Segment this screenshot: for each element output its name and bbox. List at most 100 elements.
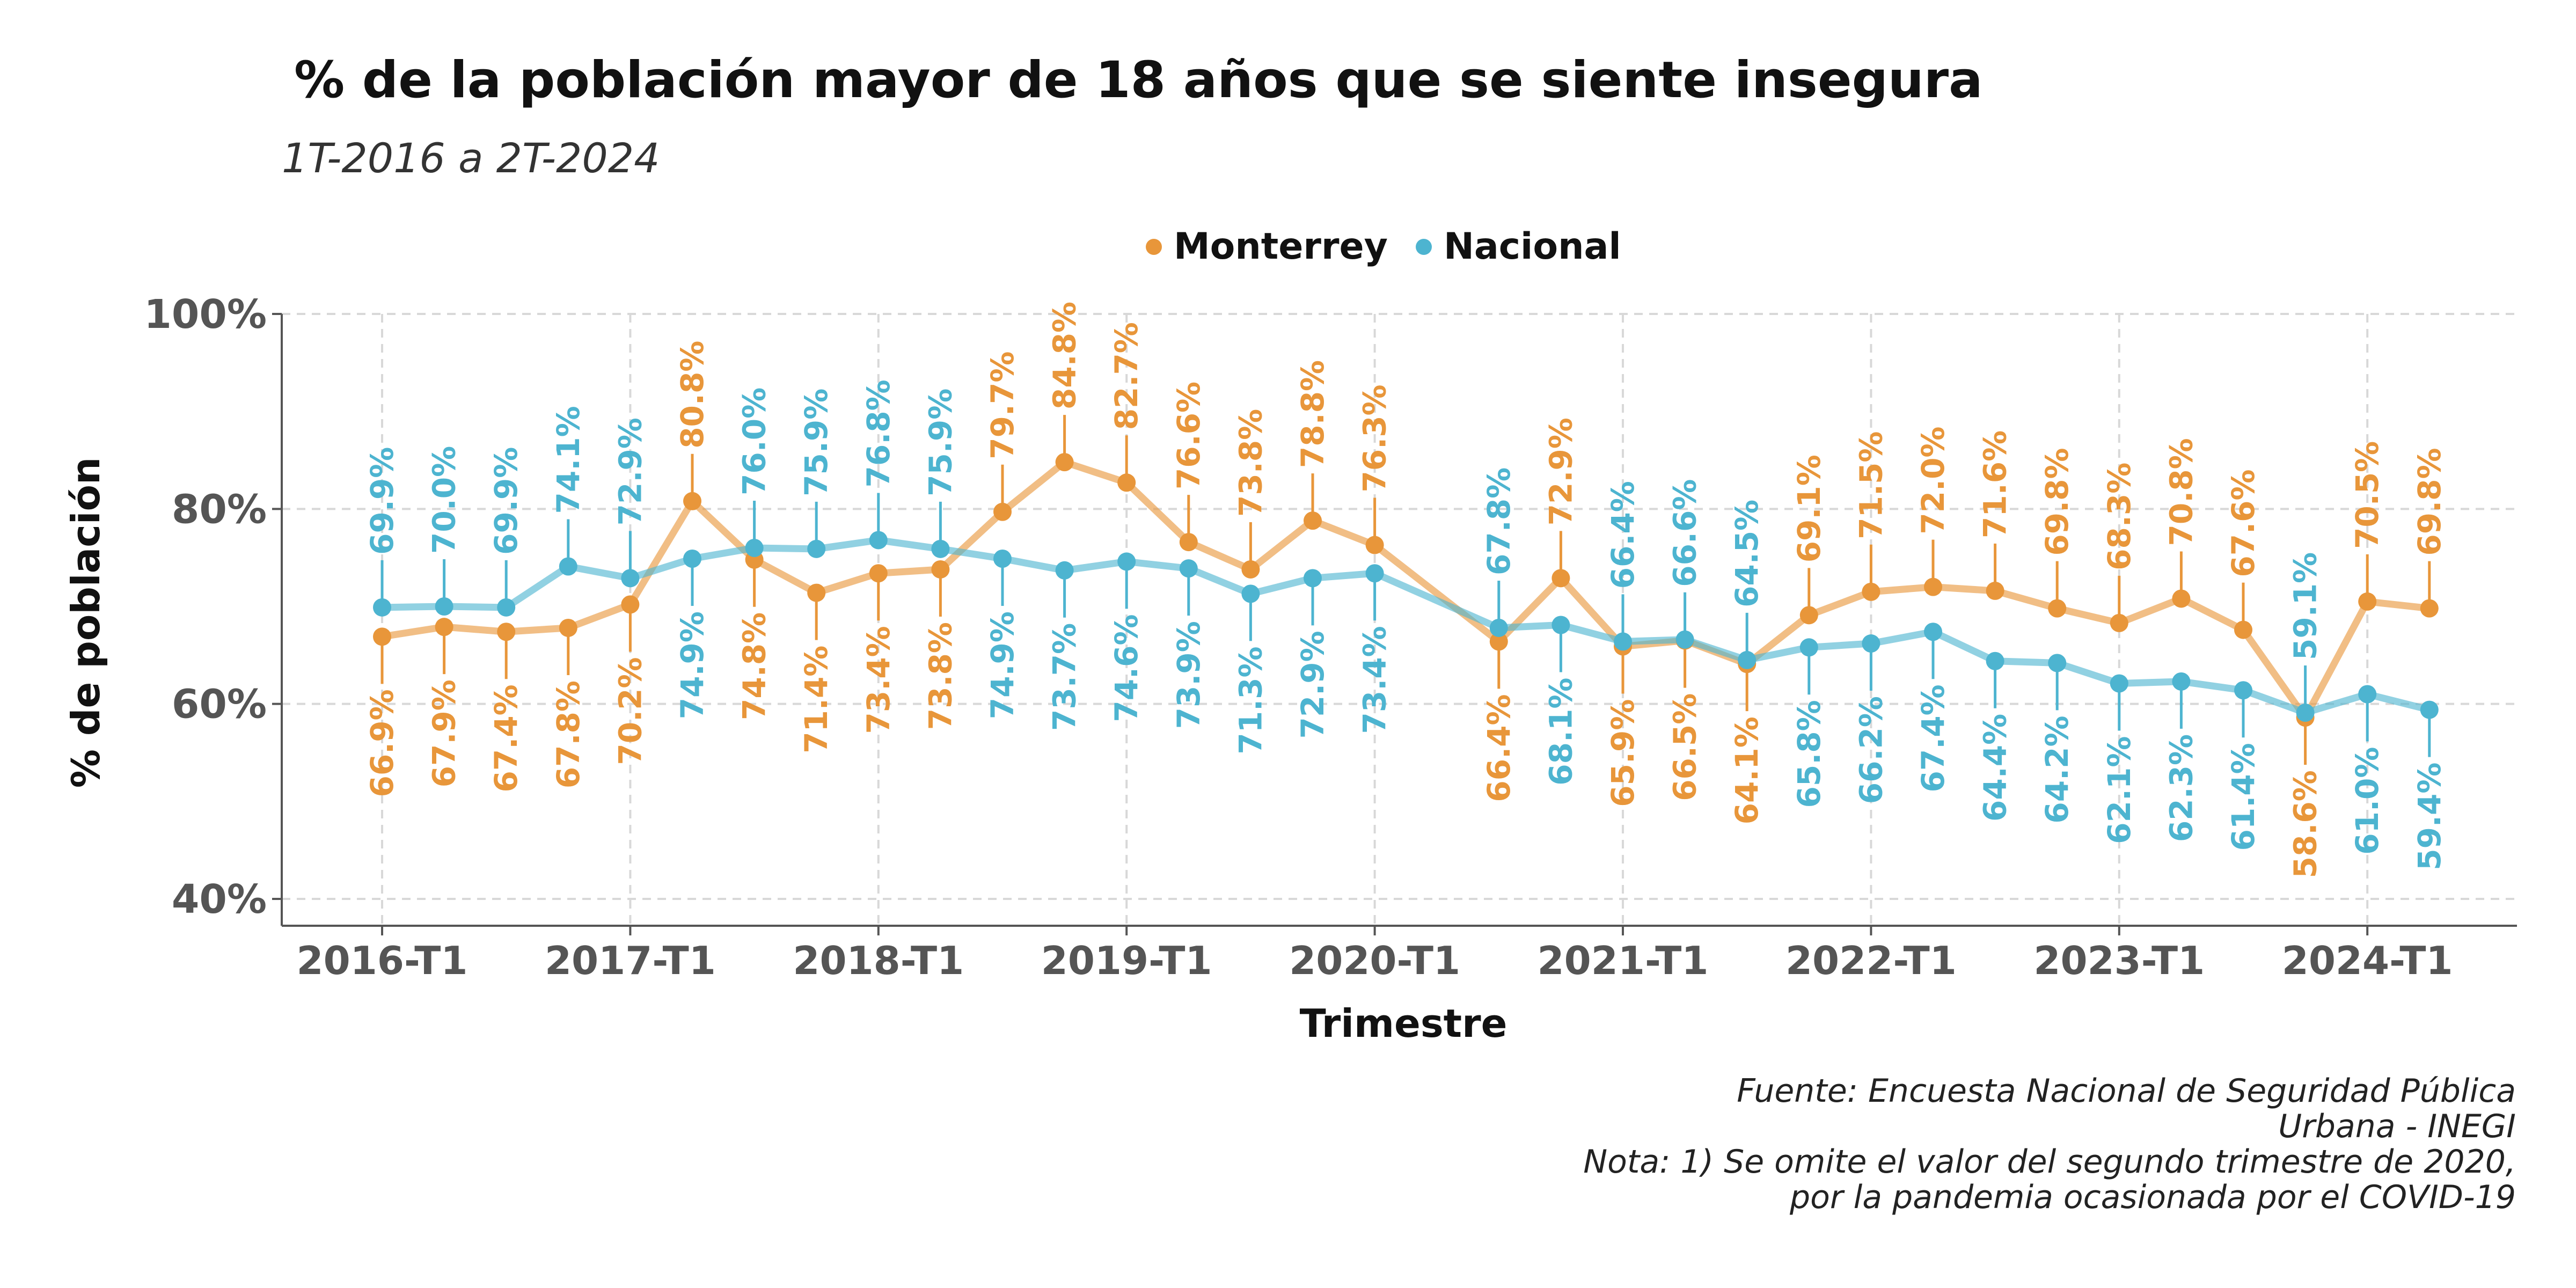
data-point-nacional bbox=[373, 598, 391, 617]
legend: Monterrey Nacional bbox=[1146, 225, 1649, 268]
x-tick-label: 2021-T1 bbox=[1538, 938, 1709, 983]
data-label-monterrey: 64.1% bbox=[1729, 716, 1765, 824]
data-point-monterrey bbox=[1055, 453, 1074, 472]
data-label-monterrey: 69.8% bbox=[2039, 448, 2075, 555]
data-label-nacional: 74.9% bbox=[984, 611, 1021, 719]
data-label-nacional: 74.6% bbox=[1108, 614, 1145, 722]
data-point-nacional bbox=[1117, 552, 1136, 571]
data-label-monterrey: 67.4% bbox=[488, 684, 524, 792]
data-point-nacional bbox=[2420, 700, 2439, 719]
data-point-monterrey bbox=[1986, 581, 2004, 600]
data-label-monterrey: 73.8% bbox=[922, 622, 958, 730]
data-point-monterrey bbox=[1862, 582, 1880, 601]
data-point-monterrey bbox=[1179, 533, 1198, 552]
data-label-nacional: 62.3% bbox=[2163, 734, 2199, 842]
data-point-nacional bbox=[2358, 685, 2377, 704]
data-label-nacional: 70.0% bbox=[426, 446, 463, 554]
data-point-monterrey bbox=[683, 492, 701, 510]
x-tick-label: 2018-T1 bbox=[793, 938, 964, 983]
data-point-monterrey bbox=[1304, 511, 1322, 530]
data-label-nacional: 72.9% bbox=[612, 418, 648, 525]
data-label-monterrey: 70.8% bbox=[2163, 438, 2199, 546]
data-point-monterrey bbox=[1924, 577, 1942, 596]
data-label-nacional: 66.4% bbox=[1605, 481, 1641, 589]
data-label-nacional: 75.9% bbox=[798, 389, 835, 496]
data-label-nacional: 73.7% bbox=[1046, 623, 1083, 731]
data-label-nacional: 59.4% bbox=[2411, 763, 2448, 870]
legend-label-monterrey: Monterrey bbox=[1174, 225, 1388, 268]
x-tick-label: 2016-T1 bbox=[297, 938, 468, 983]
x-tick-label: 2023-T1 bbox=[2033, 938, 2205, 983]
note-line-1: Nota: 1) Se omite el valor del segundo t… bbox=[1583, 1143, 2516, 1181]
data-point-monterrey bbox=[1489, 632, 1508, 651]
data-label-nacional: 76.0% bbox=[736, 387, 773, 495]
y-tick-label: 80% bbox=[172, 486, 267, 532]
data-label-monterrey: 68.3% bbox=[2101, 463, 2138, 570]
data-label-nacional: 71.3% bbox=[1232, 646, 1269, 754]
data-label-nacional: 64.2% bbox=[2039, 715, 2075, 823]
x-tick-label: 2020-T1 bbox=[1289, 938, 1460, 983]
legend-marker-nacional bbox=[1415, 238, 1432, 255]
data-point-nacional bbox=[2110, 674, 2128, 693]
data-point-nacional bbox=[1179, 559, 1198, 578]
data-point-nacional bbox=[993, 549, 1012, 568]
data-label-nacional: 75.9% bbox=[922, 389, 958, 496]
data-point-monterrey bbox=[993, 502, 1012, 521]
data-point-nacional bbox=[1365, 564, 1384, 583]
data-label-monterrey: 71.5% bbox=[1853, 431, 1889, 539]
data-label-nacional: 68.1% bbox=[1542, 678, 1579, 786]
data-point-monterrey bbox=[2172, 589, 2191, 608]
data-point-monterrey bbox=[1365, 536, 1384, 554]
note-line-2: por la pandemia ocasionada por el COVID-… bbox=[1790, 1179, 2516, 1216]
data-point-nacional bbox=[869, 531, 888, 550]
data-label-monterrey: 67.8% bbox=[550, 680, 587, 788]
data-label-nacional: 73.4% bbox=[1357, 626, 1393, 734]
data-label-monterrey: 71.4% bbox=[798, 646, 835, 753]
legend-marker-monterrey bbox=[1146, 238, 1162, 255]
data-label-monterrey: 69.1% bbox=[1791, 455, 1827, 562]
x-tick-label: 2019-T1 bbox=[1041, 938, 1212, 983]
data-point-nacional bbox=[1489, 618, 1508, 637]
source-line-1: Fuente: Encuesta Nacional de Seguridad P… bbox=[1737, 1072, 2516, 1110]
data-point-nacional bbox=[931, 539, 950, 558]
x-axis-title: Trimestre bbox=[1299, 1001, 1507, 1046]
data-point-monterrey bbox=[1552, 569, 1570, 588]
data-point-nacional bbox=[1241, 584, 1260, 603]
chart-title: % de la población mayor de 18 años que s… bbox=[294, 51, 1983, 109]
data-label-nacional: 64.4% bbox=[1977, 714, 2014, 822]
data-point-nacional bbox=[1862, 634, 1880, 653]
data-point-monterrey bbox=[869, 564, 888, 583]
data-point-monterrey bbox=[1799, 606, 1818, 625]
data-label-nacional: 61.4% bbox=[2225, 743, 2262, 851]
data-label-monterrey: 70.2% bbox=[612, 657, 648, 765]
data-label-monterrey: 73.8% bbox=[1232, 409, 1269, 517]
data-label-nacional: 74.9% bbox=[674, 611, 711, 719]
data-point-nacional bbox=[559, 557, 577, 576]
data-label-monterrey: 65.9% bbox=[1605, 699, 1641, 807]
data-label-nacional: 66.2% bbox=[1853, 696, 1889, 804]
data-point-nacional bbox=[1055, 561, 1074, 580]
source-line-2: Urbana - INEGI bbox=[2278, 1108, 2516, 1145]
data-point-monterrey bbox=[2358, 592, 2377, 611]
data-point-monterrey bbox=[1117, 473, 1136, 492]
data-point-nacional bbox=[1986, 652, 2004, 670]
data-label-monterrey: 72.9% bbox=[1542, 418, 1579, 525]
data-label-nacional: 65.8% bbox=[1791, 700, 1827, 808]
data-point-nacional bbox=[1799, 638, 1818, 657]
data-label-nacional: 62.1% bbox=[2101, 736, 2138, 844]
chart-subtitle: 1T-2016 a 2T-2024 bbox=[282, 134, 660, 182]
data-label-nacional: 72.9% bbox=[1294, 631, 1331, 738]
data-label-nacional: 59.1% bbox=[2287, 552, 2324, 660]
x-tick-label: 2017-T1 bbox=[545, 938, 716, 983]
x-tick-label: 2024-T1 bbox=[2282, 938, 2453, 983]
data-label-nacional: 64.5% bbox=[1729, 500, 1765, 608]
data-point-nacional bbox=[621, 569, 640, 588]
data-label-monterrey: 72.0% bbox=[1915, 426, 1951, 534]
data-label-nacional: 67.4% bbox=[1915, 684, 1951, 792]
data-point-nacional bbox=[807, 539, 826, 558]
data-point-nacional bbox=[1738, 650, 1757, 669]
data-point-monterrey bbox=[931, 560, 950, 579]
data-point-nacional bbox=[1304, 569, 1322, 588]
data-label-nacional: 66.6% bbox=[1667, 479, 1703, 587]
